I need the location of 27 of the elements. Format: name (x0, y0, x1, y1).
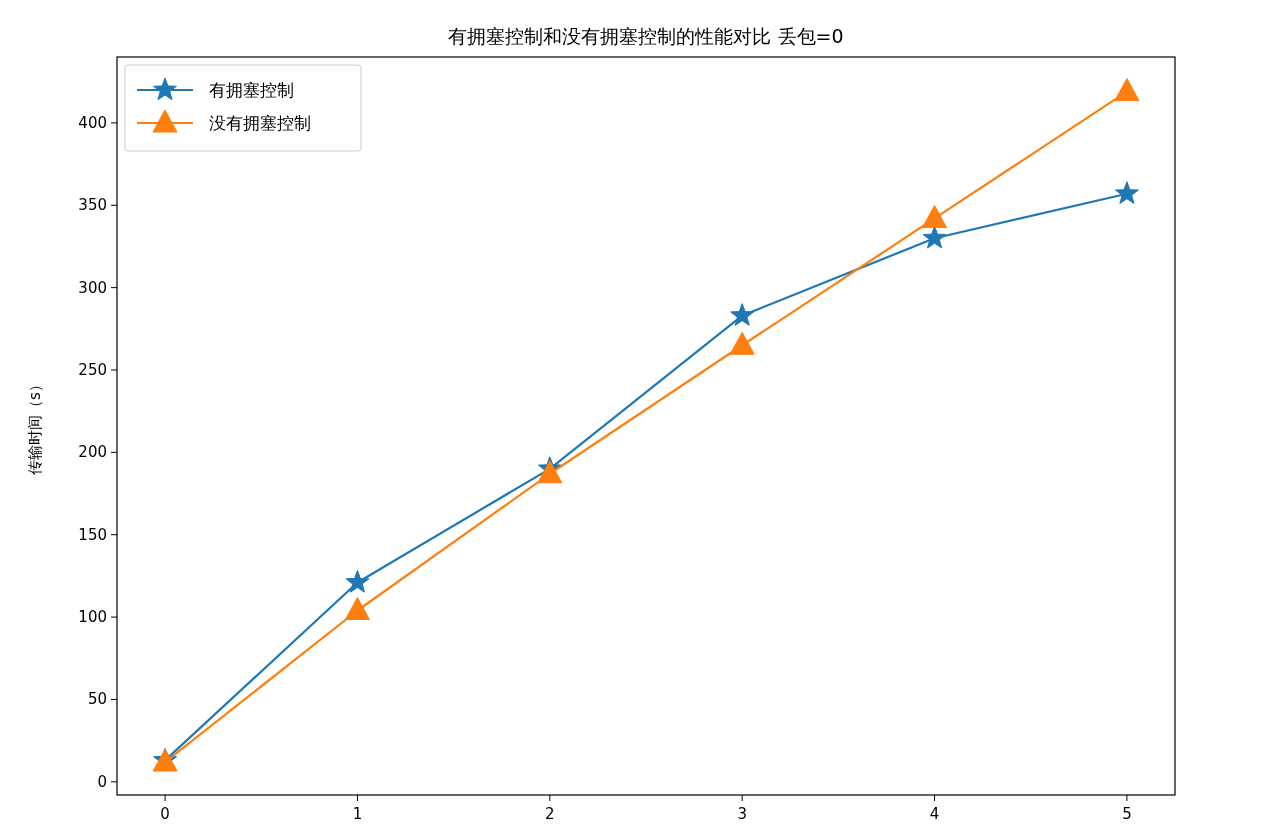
y-axis-title: 传输时间（s） (26, 377, 44, 475)
legend-label: 没有拥塞控制 (209, 113, 311, 133)
x-tick-label: 1 (352, 805, 363, 823)
y-tick-label: 100 (78, 608, 107, 627)
y-tick-label: 200 (78, 443, 107, 462)
point (1114, 78, 1140, 102)
point (345, 570, 370, 593)
point (922, 225, 947, 249)
x-tick-label: 2 (545, 805, 555, 823)
point (729, 331, 755, 355)
legend-label: 有拥塞控制 (209, 80, 294, 100)
x-tick-label: 3 (737, 805, 747, 823)
point (344, 597, 370, 620)
y-tick-label: 50 (87, 690, 107, 709)
point (730, 303, 755, 326)
point (1115, 181, 1139, 204)
y-tick-label: 300 (78, 278, 107, 297)
x-tick-label: 5 (1122, 805, 1132, 823)
point (922, 204, 948, 228)
x-tick-label: 4 (929, 805, 940, 823)
y-tick-label: 0 (97, 772, 107, 791)
y-tick-label: 150 (78, 525, 107, 544)
chart-title: 有拥塞控制和没有拥塞控制的性能对比 丢包=0 (448, 25, 844, 47)
x-tick-label: 0 (160, 805, 170, 823)
y-tick-label: 400 (78, 113, 107, 132)
y-tick-label: 350 (78, 196, 107, 215)
y-tick-label: 250 (78, 360, 107, 379)
